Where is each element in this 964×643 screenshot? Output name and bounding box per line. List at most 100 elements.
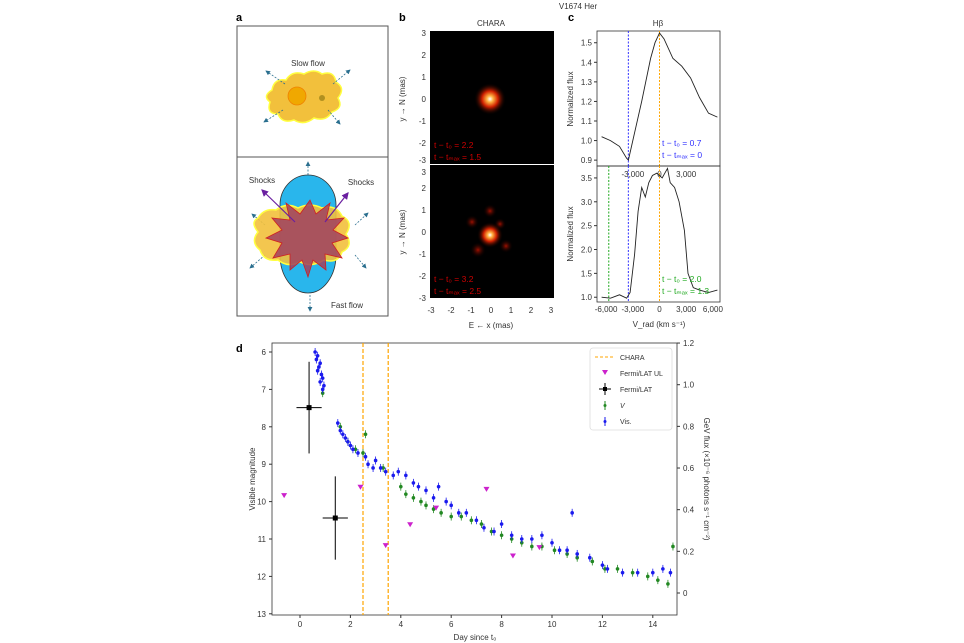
vis-point [343,436,348,440]
panel-d-xtick: 4 [399,620,404,629]
vis-point [620,570,625,575]
bottom-time-since-tmax: t − tₘₐₓ = 2.5 [434,286,481,296]
panel-d-ylabel: Visible magnitude [248,447,257,511]
vis-point [320,376,325,380]
panel-b-ytick-bottom: 3 [422,168,427,177]
vis-point [318,380,322,384]
spectrum-annotation: t − t₀ = 0.7 [662,138,702,148]
spectrum-xtick: 3,000 [676,170,697,179]
panel-d-y2tick: 0.4 [683,506,695,515]
vis-point [668,570,673,575]
spectrum-line-1 [601,167,718,299]
panel-b-xtick: 3 [549,306,554,315]
panel-b-ytick-top: -2 [419,139,427,148]
vis-point [474,518,479,523]
fermi-ul-marker [433,505,440,511]
vis-point [550,540,554,545]
vis-point [348,443,353,448]
panel-c-ylabel-bottom: Normalized flux [566,206,575,261]
spectrum-ytick: 3.5 [581,174,593,183]
spectrum-ytick: 3.0 [581,198,593,207]
spectrum-ytick: 0.9 [581,156,593,165]
legend-fermi-ul: Fermi/LAT UL [620,371,663,378]
spectrum-ytick: 1.1 [581,117,593,126]
shock-fronts [264,199,350,279]
image-bottom-source [477,222,503,248]
spectrum-frame-1 [596,165,721,303]
spectrum-annotation: t − tₘₐₓ = 1.3 [662,286,709,296]
vis-point [570,511,574,515]
panel-d-xtick: 10 [548,620,557,629]
v-point [404,492,408,496]
vis-point [456,511,461,515]
vis-point [661,567,665,571]
shocks-label-right: Shocks [348,178,374,187]
panel-b-ytick-bottom: -2 [419,272,427,281]
top-time-since-tmax: t − tₘₐₓ = 1.5 [434,152,481,162]
chara-title: CHARA [477,19,506,28]
vis-point [356,451,360,455]
vis-point [530,537,534,541]
spectrum-line-0 [601,32,718,162]
panel-d-xlabel: Day since t₀ [454,633,497,642]
panel-c-hbeta-spectra: c Hβ Normalized flux Normalized flux V_r… [566,12,723,329]
spectrum-frame-0 [596,30,721,167]
v-point [656,578,660,582]
vis-point [320,387,325,392]
vis-point [635,570,640,575]
v-point [431,507,436,511]
v-point [381,466,385,470]
vis-point [565,548,569,553]
fermi-ul-marker [382,543,389,549]
spectrum-ytick: 1.5 [581,269,593,278]
spectrum-ytick: 1.0 [581,137,593,146]
spectrum-xtick: -6,000 [595,305,618,314]
fast-flow-label: Fast flow [331,301,363,310]
panel-b-label: b [399,12,406,24]
panel-d-xtick: 14 [648,620,657,629]
legend: CHARA Fermi/LAT UL Fermi/LAT V Vis. [589,347,673,431]
panel-d-frame [271,342,678,616]
spectrum-annotation: t − tₘₐₓ = 0 [662,150,702,160]
spectrum-xtick: 3,000 [676,305,697,314]
panel-b-annotations: t − t₀ = 2.2 t − tₘₐₓ = 1.5 t − t₀ = 3.2… [434,140,481,296]
vis-point [391,473,396,478]
panel-c-ylabel-top: Normalized flux [566,71,575,126]
vis-point [499,522,504,526]
panel-d-xtick: 6 [449,620,454,629]
v-point [449,514,454,519]
v-point [479,522,484,526]
vis-point [363,454,368,459]
fermi-ul-marker [483,486,490,492]
v-point [671,544,675,549]
v-point [419,499,423,504]
spectrum-ytick: 2.5 [581,222,593,231]
vis-point [449,503,454,508]
vis-point [605,567,610,571]
v-point [590,559,595,564]
v-point [399,484,403,489]
vis-point [404,473,408,478]
vis-point [431,496,436,500]
panel-b-ytick-bottom: 1 [422,206,427,215]
companion-star [319,95,325,101]
v-point [424,503,428,508]
vis-point [338,428,343,433]
top-time-since-t0: t − t₀ = 2.2 [434,140,474,150]
vis-point [378,466,383,470]
vis-point [509,533,514,538]
panel-b-ytick-top: 0 [422,95,427,104]
panel-d-y2label: GeV flux (×10⁻⁶ photons s⁻¹ cm⁻²) [702,418,711,541]
vis-point [366,462,370,467]
panel-b-ylabel-bottom: y → N (mas) [398,209,407,254]
panel-d-y2tick: 0 [683,589,688,598]
panel-d-y2tick: 0.2 [683,547,695,556]
panel-d-ytick: 12 [257,572,266,581]
spectrum-xtick: 6,000 [703,305,724,314]
vis-point [416,484,421,489]
vis-point [318,361,322,366]
spectrum-ytick: 1.4 [581,58,593,67]
vis-point [600,563,605,567]
legend-box [589,347,673,431]
vis-point [464,511,469,515]
